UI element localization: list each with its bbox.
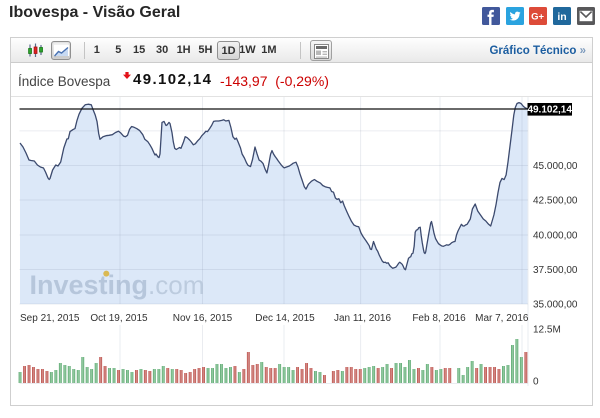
- svg-text:42.500,00: 42.500,00: [533, 196, 578, 207]
- svg-text:Oct 19, 2015: Oct 19, 2015: [90, 313, 148, 324]
- svg-text:40.000,00: 40.000,00: [533, 231, 578, 242]
- svg-text:Nov 16, 2015: Nov 16, 2015: [173, 313, 233, 324]
- svg-text:37.500,00: 37.500,00: [533, 265, 578, 276]
- svg-text:Feb 8, 2016: Feb 8, 2016: [412, 313, 466, 324]
- svg-text:in: in: [557, 11, 566, 23]
- svg-text:Mar 7, 2016: Mar 7, 2016: [475, 313, 529, 324]
- svg-text:12.5M: 12.5M: [533, 325, 561, 336]
- svg-text:45.000,00: 45.000,00: [533, 161, 578, 172]
- svg-text:Sep 21, 2015: Sep 21, 2015: [20, 313, 80, 324]
- svg-text:0: 0: [533, 377, 539, 388]
- svg-text:Investing.com: Investing.com: [30, 270, 205, 300]
- svg-text:35.000,00: 35.000,00: [533, 300, 578, 311]
- svg-text:Dec 14, 2015: Dec 14, 2015: [255, 313, 315, 324]
- svg-text:G+: G+: [532, 12, 545, 23]
- svg-text:Jan 11, 2016: Jan 11, 2016: [334, 313, 392, 324]
- svg-text:49.102,14: 49.102,14: [527, 105, 572, 116]
